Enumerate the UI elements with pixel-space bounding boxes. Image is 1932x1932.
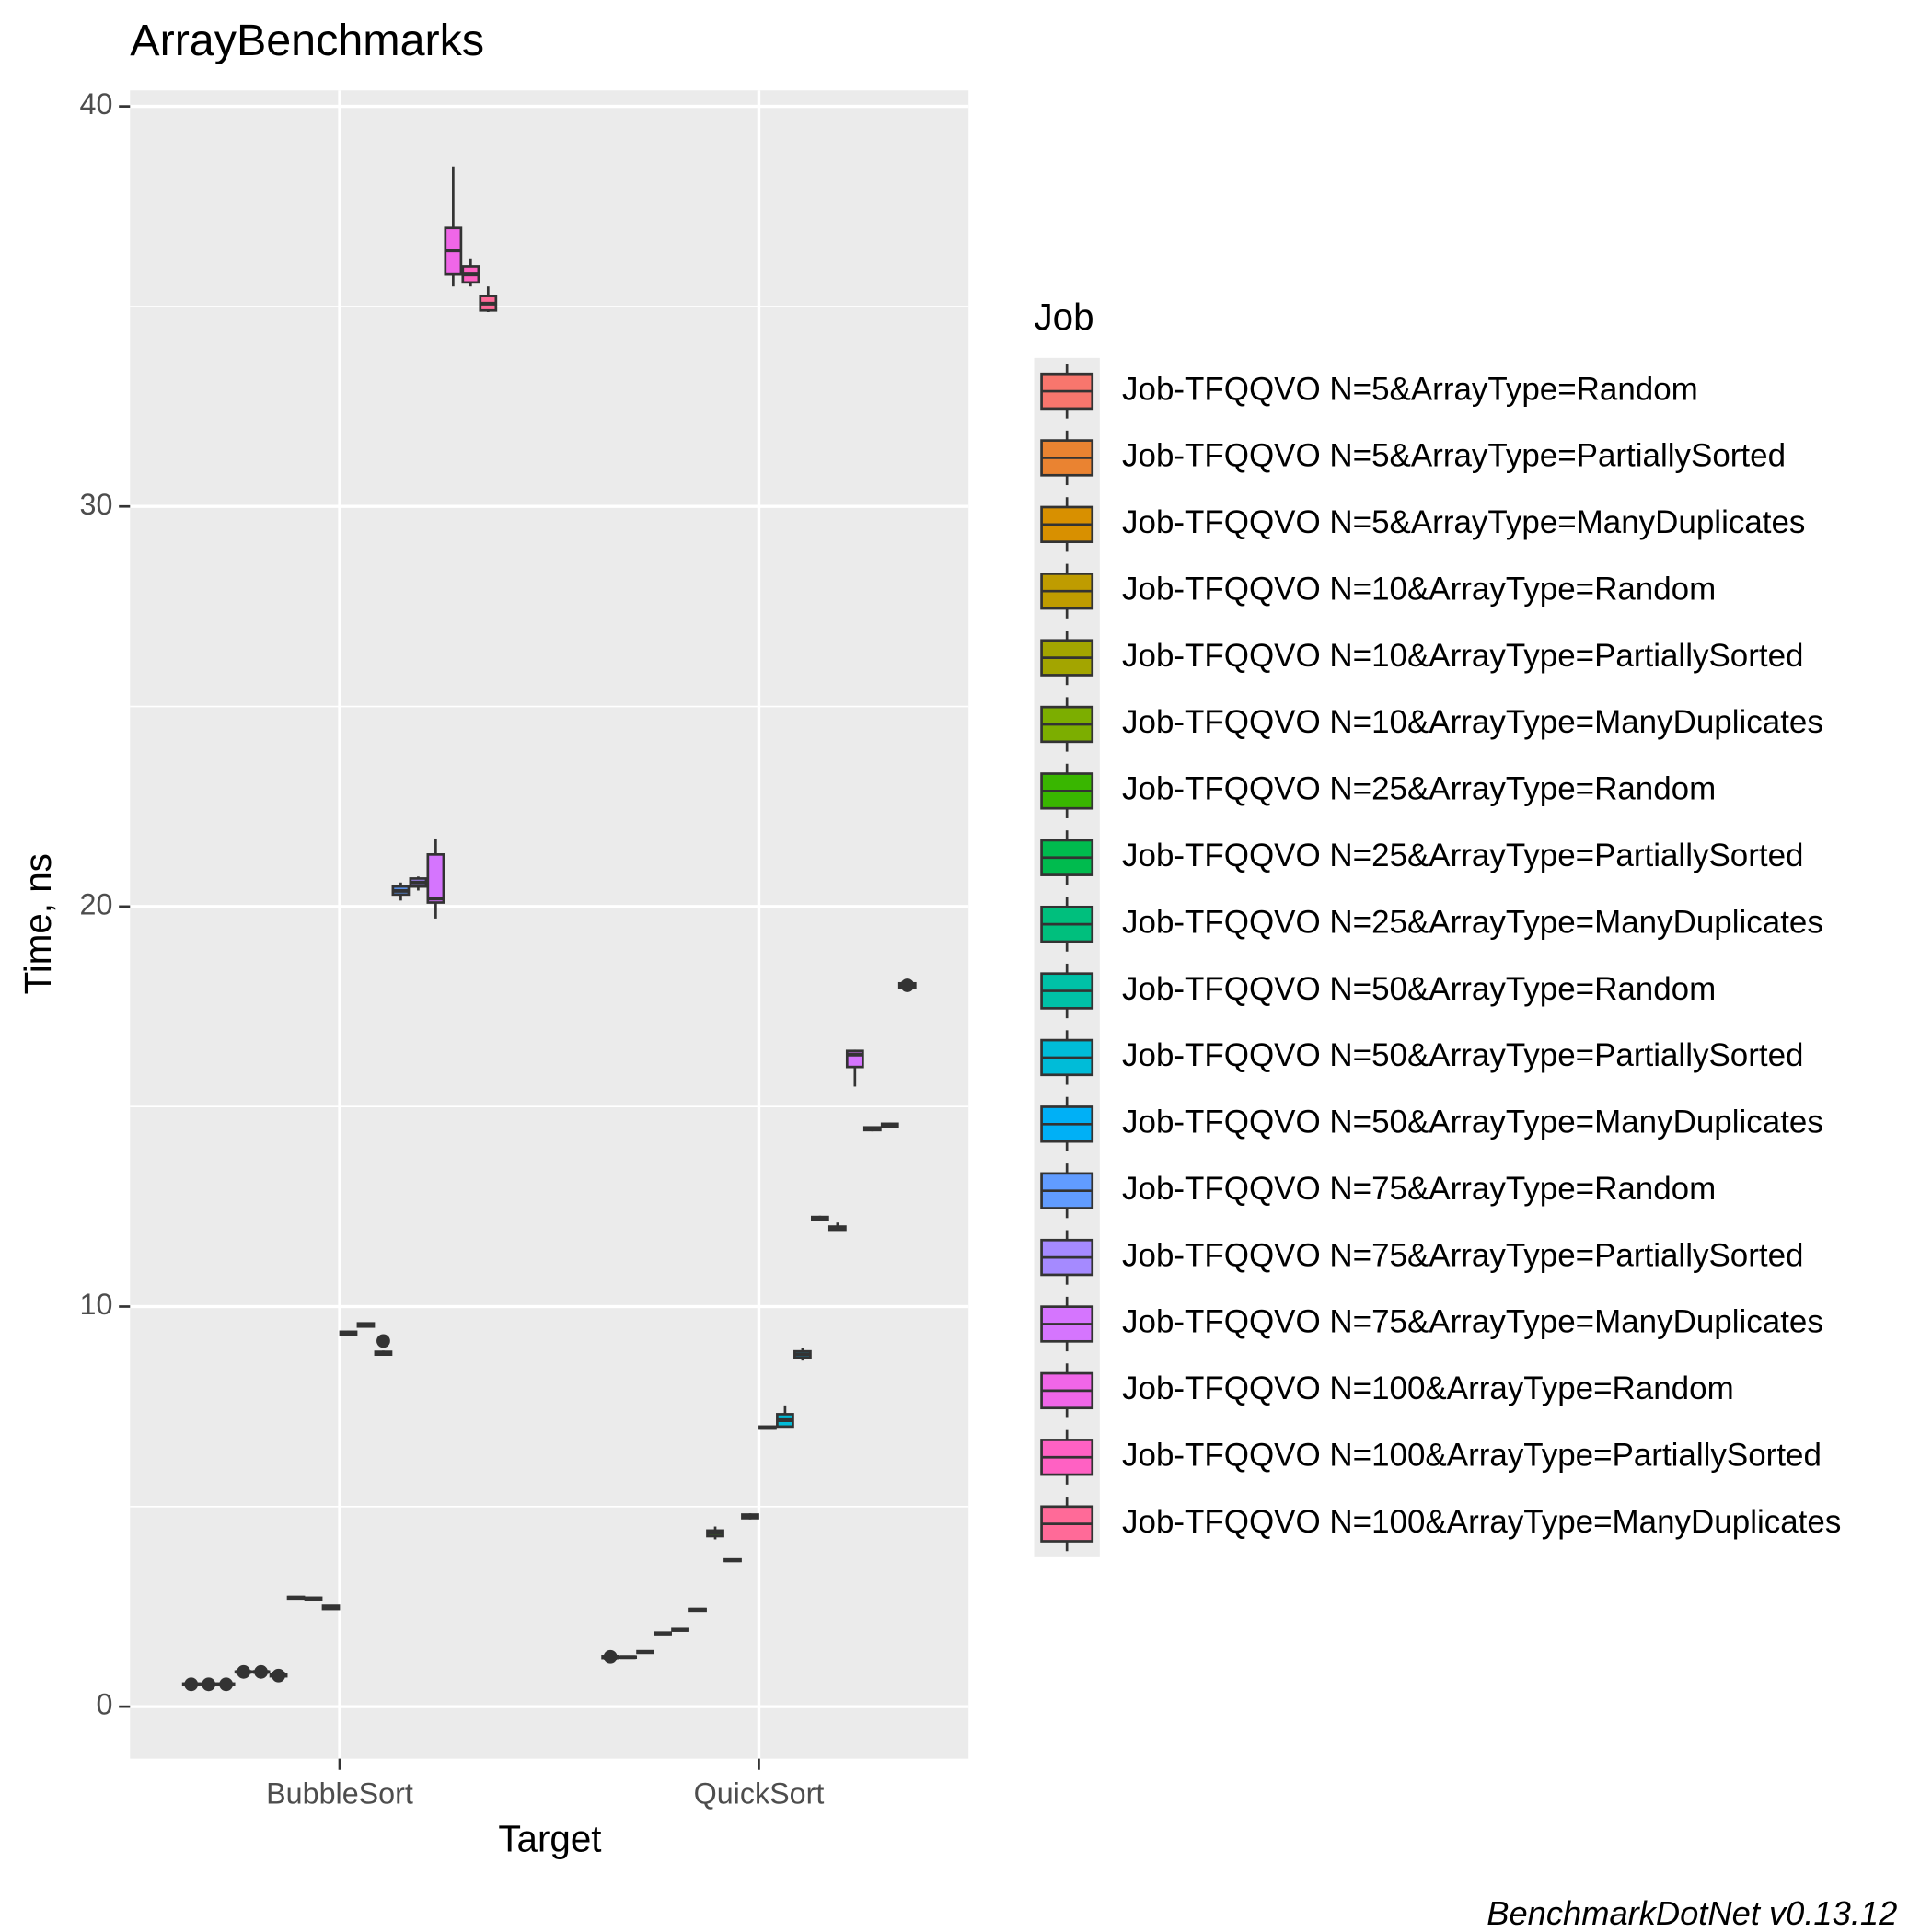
outlier: [219, 1677, 234, 1692]
y-tick-label: 0: [96, 1688, 112, 1721]
legend-label: Job-TFQQVO N=25&ArrayType=ManyDuplicates: [1122, 904, 1823, 940]
y-axis-title: Time, ns: [17, 853, 59, 994]
legend-label: Job-TFQQVO N=10&ArrayType=PartiallySorte…: [1122, 638, 1803, 674]
x-tick-label: QuickSort: [694, 1777, 825, 1811]
legend-label: Job-TFQQVO N=100&ArrayType=Random: [1122, 1371, 1734, 1406]
plot-panel: [130, 90, 969, 1759]
outlier: [603, 1649, 618, 1664]
legend-label: Job-TFQQVO N=100&ArrayType=PartiallySort…: [1122, 1437, 1822, 1473]
legend-label: Job-TFQQVO N=100&ArrayType=ManyDuplicate…: [1122, 1504, 1841, 1540]
legend-label: Job-TFQQVO N=25&ArrayType=PartiallySorte…: [1122, 838, 1803, 873]
legend-label: Job-TFQQVO N=10&ArrayType=Random: [1122, 571, 1716, 607]
outlier: [184, 1677, 199, 1692]
legend-key-background: [1034, 357, 1100, 1557]
chart-title: ArrayBenchmarks: [130, 16, 484, 65]
legend-label: Job-TFQQVO N=50&ArrayType=ManyDuplicates: [1122, 1105, 1823, 1140]
outlier: [272, 1668, 285, 1683]
caption: BenchmarkDotNet v0.13.12: [1487, 1894, 1897, 1932]
box: [426, 853, 445, 904]
legend-label: Job-TFQQVO N=75&ArrayType=PartiallySorte…: [1122, 1237, 1803, 1273]
legend-label: Job-TFQQVO N=5&ArrayType=ManyDuplicates: [1122, 504, 1805, 540]
legend-label: Job-TFQQVO N=5&ArrayType=PartiallySorted: [1122, 438, 1786, 474]
legend-label: Job-TFQQVO N=50&ArrayType=Random: [1122, 971, 1716, 1007]
y-tick-label: 40: [80, 87, 113, 121]
y-tick-label: 20: [80, 887, 113, 920]
outlier: [254, 1664, 269, 1679]
outlier: [202, 1677, 216, 1692]
legend-label: Job-TFQQVO N=50&ArrayType=PartiallySorte…: [1122, 1037, 1803, 1073]
x-axis-title: Target: [498, 1817, 601, 1859]
legend-title: Job: [1035, 295, 1094, 338]
outlier: [376, 1334, 390, 1348]
outlier: [900, 978, 915, 992]
y-tick-label: 10: [80, 1288, 113, 1321]
x-tick-label: BubbleSort: [266, 1777, 413, 1811]
legend-label: Job-TFQQVO N=25&ArrayType=Random: [1122, 771, 1716, 807]
legend-label: Job-TFQQVO N=5&ArrayType=Random: [1122, 371, 1698, 407]
y-tick-label: 30: [80, 488, 113, 521]
legend-label: Job-TFQQVO N=10&ArrayType=ManyDuplicates: [1122, 704, 1823, 740]
outlier: [237, 1664, 251, 1679]
legend-label: Job-TFQQVO N=75&ArrayType=Random: [1122, 1171, 1716, 1207]
legend-label: Job-TFQQVO N=75&ArrayType=ManyDuplicates: [1122, 1304, 1823, 1340]
